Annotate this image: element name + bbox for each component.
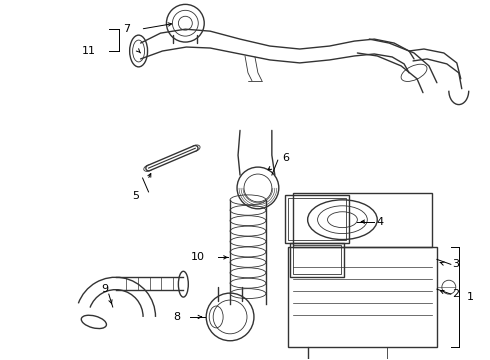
Bar — [293, 193, 432, 247]
Text: 9: 9 — [101, 284, 108, 294]
Text: 3: 3 — [452, 259, 459, 269]
Bar — [288, 247, 437, 347]
Text: 8: 8 — [173, 312, 180, 322]
Text: 1: 1 — [467, 292, 474, 302]
Text: 6: 6 — [282, 153, 289, 163]
Text: 11: 11 — [82, 46, 96, 56]
Bar — [293, 246, 342, 274]
Text: 7: 7 — [123, 24, 130, 34]
Text: 5: 5 — [132, 191, 139, 201]
Text: 2: 2 — [452, 289, 459, 299]
Bar — [288, 198, 346, 239]
Text: 10: 10 — [191, 252, 205, 262]
Text: 4: 4 — [376, 217, 383, 227]
Bar — [290, 243, 344, 277]
Bar — [285, 195, 349, 243]
